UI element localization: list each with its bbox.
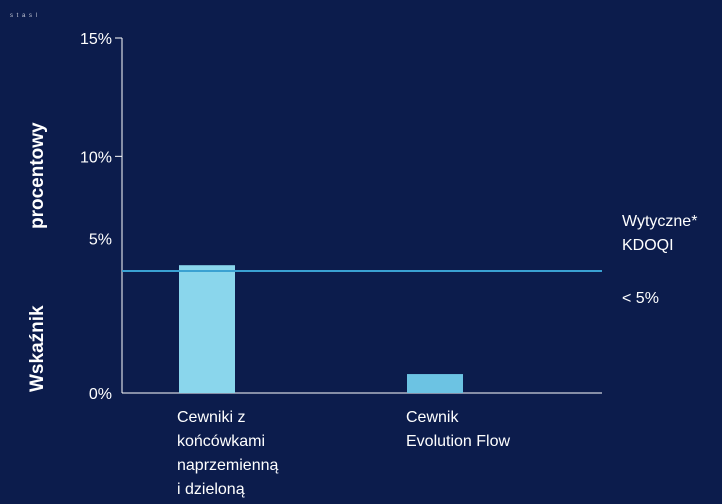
bar xyxy=(407,374,463,393)
y-tick-label: 5% xyxy=(89,232,112,249)
y-axis-label-bottom: Wskaźnik xyxy=(27,305,48,392)
reference-line-sublabel: < 5% xyxy=(622,290,659,307)
reference-line-label: Wytyczne* xyxy=(622,213,697,230)
x-tick-label: Cewnik xyxy=(406,409,459,426)
y-tick-label: 15% xyxy=(80,31,112,48)
bar xyxy=(179,265,235,393)
x-tick-label: i dzieloną xyxy=(177,481,245,498)
x-tick-label: Evolution Flow xyxy=(406,433,510,450)
reference-line-label: KDOQI xyxy=(622,237,674,254)
x-tick-label: naprzemienną xyxy=(177,457,279,474)
y-axis-label-top: procentowy xyxy=(27,122,48,229)
x-tick-label: końcówkami xyxy=(177,433,265,450)
corner-text: s t a s l xyxy=(10,13,38,19)
plot-area: 15% 10% 5% 0% Cewniki z końcówkami naprzemienn… xyxy=(80,31,697,498)
x-tick-label: Cewniki z xyxy=(177,409,245,426)
y-tick-label: 0% xyxy=(89,386,112,403)
y-tick-label: 10% xyxy=(80,149,112,166)
